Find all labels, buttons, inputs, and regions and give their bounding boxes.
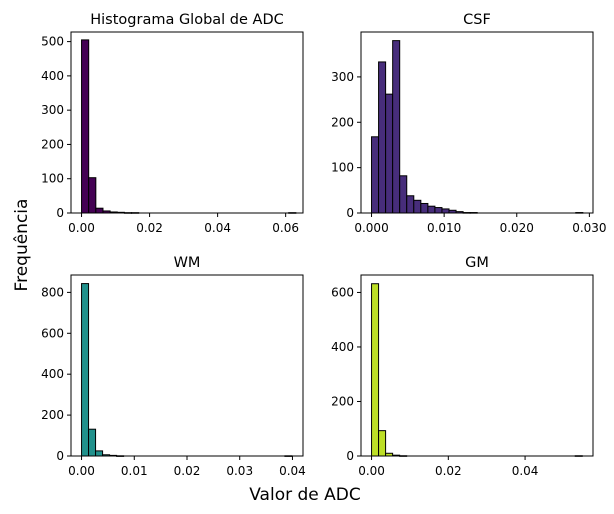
figure-ylabel: Frequência xyxy=(12,199,32,292)
x-tick-label: 0.02 xyxy=(174,464,201,478)
x-tick-label: 0.02 xyxy=(136,221,163,235)
y-tick-label: 600 xyxy=(41,326,64,340)
x-tick-label: 0.04 xyxy=(512,464,539,478)
y-tick-label: 800 xyxy=(41,285,64,299)
histogram-bar xyxy=(413,199,422,214)
x-tick-label: 0.04 xyxy=(204,221,231,235)
y-tick-label: 200 xyxy=(331,394,354,408)
histogram-bar xyxy=(441,208,450,214)
histogram-bar xyxy=(434,207,443,214)
histogram-bar xyxy=(88,177,97,214)
y-tick-label: 100 xyxy=(41,172,64,186)
histogram-bar xyxy=(371,136,380,214)
x-tick-label: 0.03 xyxy=(226,464,253,478)
x-tick-label: 0.020 xyxy=(500,221,534,235)
panel-global: 0.00 0.02 0.04 0.06 0 100 200 300 400 500 Histogra… xyxy=(41,12,304,235)
x-tick-label: 0.00 xyxy=(68,221,95,235)
y-tick-label: 600 xyxy=(331,285,354,299)
histogram-bar xyxy=(378,430,387,457)
x-tick-label: 0.00 xyxy=(358,464,385,478)
histogram-bar xyxy=(392,40,401,214)
figure-xlabel: Valor de ADC xyxy=(249,485,361,505)
axes-frame xyxy=(360,274,594,457)
y-tick-label: 0 xyxy=(346,206,354,220)
chart-title: CSF xyxy=(463,12,491,28)
x-tick-label: 0.00 xyxy=(68,464,95,478)
x-tick-label: 0.01 xyxy=(121,464,148,478)
y-tick-label: 200 xyxy=(41,137,64,151)
y-tick-label: 400 xyxy=(41,367,64,381)
histogram-bar xyxy=(406,195,415,214)
histogram-bar xyxy=(88,428,97,457)
axes-frame xyxy=(70,31,304,214)
x-tick-label: 0.010 xyxy=(427,221,461,235)
x-tick-label: 0.02 xyxy=(435,464,462,478)
y-tick-label: 100 xyxy=(331,161,354,175)
y-tick-label: 400 xyxy=(41,69,64,83)
histogram-bar xyxy=(399,175,408,214)
panel-csf: 0.000 0.010 0.020 0.030 0 100 200 300 CSF xyxy=(331,12,606,235)
histogram-bar xyxy=(81,283,90,457)
chart-title: Histograma Global de ADC xyxy=(90,12,284,28)
subplots-group: 0.00 0.02 0.04 0.06 0 100 200 300 400 500 Histogra… xyxy=(41,12,606,478)
y-tick-label: 400 xyxy=(331,340,354,354)
y-tick-label: 300 xyxy=(41,103,64,117)
y-tick-label: 0 xyxy=(56,206,64,220)
chart-title: GM xyxy=(465,255,489,271)
histogram-bar xyxy=(371,283,380,457)
y-tick-label: 500 xyxy=(41,35,64,49)
y-tick-label: 200 xyxy=(331,115,354,129)
x-tick-label: 0.030 xyxy=(572,221,606,235)
histogram-bar xyxy=(420,202,429,214)
y-tick-label: 0 xyxy=(346,449,354,463)
histogram-bar xyxy=(95,207,104,214)
panel-gm: 0.00 0.02 0.04 0 200 400 600 GM xyxy=(331,255,594,478)
y-tick-label: 0 xyxy=(56,449,64,463)
histogram-bar xyxy=(427,205,436,214)
chart-title: WM xyxy=(174,255,201,271)
histogram-bar xyxy=(81,39,90,214)
x-tick-label: 0.000 xyxy=(354,221,388,235)
y-tick-label: 300 xyxy=(331,70,354,84)
x-tick-label: 0.06 xyxy=(272,221,299,235)
x-tick-label: 0.04 xyxy=(279,464,306,478)
histogram-bar xyxy=(378,61,387,214)
histogram-bar xyxy=(95,450,104,457)
y-tick-label: 200 xyxy=(41,408,64,422)
panel-wm: 0.00 0.01 0.02 0.03 0.04 0 200 400 600 800 WM xyxy=(41,255,306,478)
histogram-bar xyxy=(385,93,394,214)
